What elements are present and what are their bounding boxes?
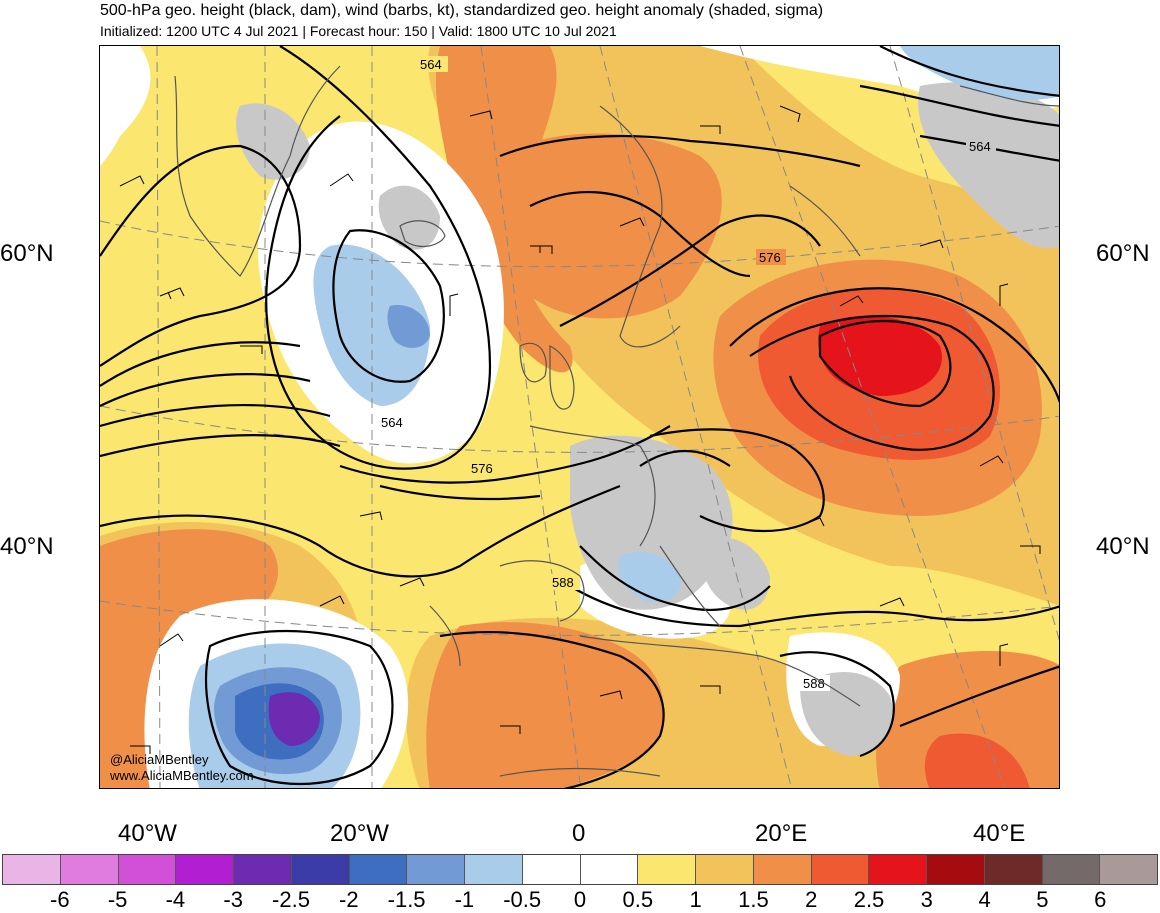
colorbar-tick-label: 3 <box>920 887 933 912</box>
colorbar-swatch <box>176 855 234 884</box>
shading-grey-cyprus <box>800 672 893 756</box>
colorbar-swatch <box>407 855 465 884</box>
colorbar-swatch <box>580 855 639 884</box>
colorbar-tick-label: -2.5 <box>272 887 310 912</box>
anomaly-deep-red-russia <box>818 315 942 396</box>
shading-grey-iceland <box>378 185 440 250</box>
anomaly-red-middle-east <box>924 733 1030 788</box>
contour-label-564-atlantic: 564 <box>381 415 403 430</box>
colorbar-swatch <box>1100 855 1157 884</box>
lon-label-40e: 40°E <box>973 820 1026 847</box>
colorbar-tick-label: 6 <box>1094 887 1107 912</box>
anomaly-blue2-iceland <box>387 305 430 348</box>
colorbar-tick-label: 2 <box>805 887 818 912</box>
lat-label-60n-left: 60°N <box>0 240 54 267</box>
lat-label-60n-right: 60°N <box>1096 240 1150 267</box>
anomaly-blue-barents <box>900 46 1059 100</box>
colorbar <box>2 854 1158 885</box>
colorbar-tick-label: -3 <box>223 887 243 912</box>
lon-label-40w: 40°W <box>118 820 177 847</box>
colorbar-swatch <box>465 855 523 884</box>
colorbar-swatch <box>60 855 119 884</box>
shading-grey-greenland <box>236 103 310 180</box>
contour-label-588-east-med: 588 <box>803 676 825 691</box>
colorbar-swatch <box>696 855 754 884</box>
colorbar-swatch <box>118 855 177 884</box>
contour-labels: 564 564 576 564 576 588 588 <box>378 56 996 691</box>
shading-grey-russia-north <box>918 82 1059 248</box>
credit-url: www.AliciaMBentley.com <box>109 768 254 783</box>
contour-label-564-russia: 564 <box>969 139 991 154</box>
map-panel: 564 564 576 564 576 588 588 <box>99 45 1060 789</box>
colorbar-swatch <box>927 855 985 884</box>
lon-label-0: 0 <box>572 820 586 847</box>
map-svg: 564 564 576 564 576 588 588 <box>100 46 1059 788</box>
colorbar-swatch <box>291 855 350 884</box>
colorbar-swatch <box>349 855 408 884</box>
colorbar-tick-label: -5 <box>107 887 128 912</box>
colorbar-swatch <box>3 855 61 884</box>
coastlines <box>174 65 1059 777</box>
colorbar-tick-label: -4 <box>165 887 186 912</box>
graticule <box>100 46 1059 788</box>
lat-label-40n-left: 40°N <box>0 533 54 560</box>
anomaly-neutral-nw <box>100 46 151 166</box>
colorbar-swatch <box>1042 855 1101 884</box>
contour-label-588-spain: 588 <box>552 575 574 590</box>
colorbar-swatch <box>522 855 581 884</box>
colorbar-tick-label: -6 <box>50 887 70 912</box>
colorbar-tick-label: -0.5 <box>503 887 542 912</box>
lat-label-40n-right: 40°N <box>1096 533 1150 560</box>
shading-grey-balkans <box>700 537 770 610</box>
colorbar-swatch <box>638 855 696 884</box>
colorbar-swatch <box>811 855 870 884</box>
credit-handle: @AliciaMBentley <box>110 752 209 767</box>
anomaly-orange-middle-east <box>876 651 1059 788</box>
contour-label-576-atlantic: 576 <box>471 461 493 476</box>
contour-label-576-russia: 576 <box>759 250 781 265</box>
colorbar-tick-label: 1.5 <box>738 887 769 912</box>
colorbar-tick-label: -1.5 <box>387 887 426 912</box>
height-contours <box>100 46 1059 788</box>
chart-title: 500-hPa geo. height (black, dam), wind (… <box>100 2 824 19</box>
colorbar-swatch <box>753 855 812 884</box>
colorbar-tick-label: -2 <box>339 887 359 912</box>
colorbar-tick-label: 1 <box>689 887 702 912</box>
chart-subtitle: Initialized: 1200 UTC 4 Jul 2021 | Forec… <box>100 23 617 39</box>
colorbar-tick-label: -1 <box>454 887 475 912</box>
colorbar-tick-label: 5 <box>1036 887 1049 912</box>
colorbar-tick-label: 2.5 <box>853 887 885 912</box>
colorbar-tick-label: 0 <box>573 887 587 912</box>
colorbar-swatch <box>234 855 292 884</box>
colorbar-tick-label: 0.5 <box>622 887 654 912</box>
anomaly-orange-norway <box>496 133 722 319</box>
lon-label-20e: 20°E <box>755 820 808 847</box>
lon-label-20w: 20°W <box>330 820 389 847</box>
colorbar-swatch <box>984 855 1043 884</box>
anomaly-orange-africa <box>426 622 664 788</box>
contour-label-564-greenland: 564 <box>420 57 442 72</box>
anomaly-purple-azores <box>268 692 320 746</box>
wind-barbs <box>119 105 1041 754</box>
colorbar-swatch <box>869 855 927 884</box>
colorbar-tick-label: 4 <box>978 887 991 912</box>
